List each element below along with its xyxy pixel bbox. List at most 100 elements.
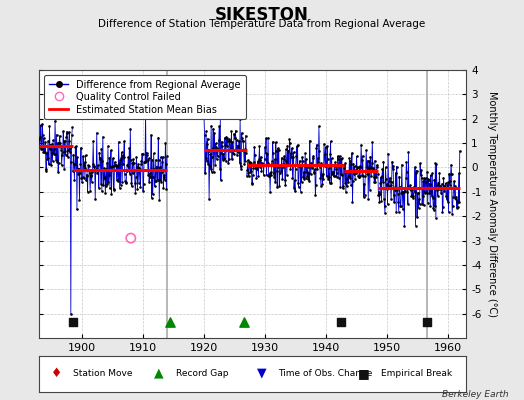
Text: ♦: ♦ [51, 367, 62, 380]
Point [380, 202, 389, 209]
Point [220, 155, 228, 161]
Text: Station Move: Station Move [73, 369, 133, 378]
Point [233, 152, 241, 158]
Point [379, 158, 388, 165]
Point [141, 108, 150, 115]
Point [367, 173, 376, 180]
Point [351, 163, 359, 170]
Point [216, 115, 224, 121]
Point [325, 180, 334, 186]
Point [162, 160, 170, 167]
Point [124, 162, 132, 169]
Point [43, 156, 52, 162]
Text: SIKESTON: SIKESTON [215, 6, 309, 24]
Point [447, 171, 456, 177]
Point [127, 157, 135, 164]
Point [88, 179, 96, 185]
Point [88, 169, 96, 176]
Point [155, 157, 163, 164]
Point [433, 186, 442, 193]
Point [159, 185, 168, 191]
Point [72, 167, 80, 174]
Point [254, 158, 262, 165]
Point [80, 175, 88, 181]
Point [348, 150, 356, 156]
Point [320, 141, 328, 147]
Point [91, 196, 100, 202]
Point [277, 162, 285, 168]
Point [252, 162, 260, 169]
Point [439, 204, 447, 210]
Point [374, 192, 383, 198]
Point [340, 165, 348, 171]
Point [36, 134, 45, 140]
Point [388, 158, 396, 165]
Point [385, 183, 393, 190]
Point [115, 160, 123, 166]
Point [152, 164, 161, 170]
Point [238, 138, 247, 144]
Point [376, 180, 385, 186]
Point [281, 182, 290, 188]
Point [240, 161, 248, 167]
Point [311, 166, 319, 172]
Point [122, 179, 130, 186]
Point [246, 169, 255, 175]
Point [90, 163, 99, 169]
Point [385, 175, 394, 181]
Point [53, 140, 62, 146]
Point [389, 162, 397, 169]
Point [231, 135, 239, 141]
Point [205, 163, 214, 169]
Point [405, 185, 413, 191]
Point [441, 180, 450, 186]
Point [248, 180, 257, 186]
Point [94, 162, 102, 168]
Point [128, 160, 137, 166]
Point [220, 156, 228, 162]
Point [235, 138, 243, 145]
Point [111, 159, 119, 165]
Point [210, 130, 219, 136]
Point [353, 165, 361, 171]
Point [130, 180, 139, 186]
Point [367, 164, 375, 170]
Point [259, 161, 267, 168]
Point [213, 146, 222, 152]
Point [144, 157, 152, 163]
Point [369, 165, 377, 171]
Point [202, 158, 211, 164]
Point [147, 132, 155, 138]
Point [440, 182, 448, 189]
Point [86, 173, 95, 180]
Point [372, 174, 380, 180]
Point [281, 176, 289, 183]
Point [63, 154, 72, 160]
Point [260, 156, 269, 162]
Point [121, 170, 129, 177]
Point [114, 178, 122, 184]
Point [115, 185, 124, 191]
Point [406, 182, 414, 188]
Point [149, 174, 157, 180]
Point [424, 176, 432, 183]
Text: Difference of Station Temperature Data from Regional Average: Difference of Station Temperature Data f… [99, 19, 425, 29]
Point [293, 142, 302, 148]
Point [247, 159, 256, 166]
Point [348, 199, 357, 206]
Point [108, 164, 116, 170]
Point [443, 182, 451, 188]
Point [112, 177, 121, 183]
Point [434, 193, 442, 199]
Point [255, 156, 263, 162]
Point [445, 178, 454, 185]
Point [297, 188, 305, 195]
Point [419, 178, 428, 184]
Point [397, 203, 405, 210]
Point [99, 182, 107, 188]
Point [445, 170, 453, 177]
Point [47, 162, 55, 168]
Point [228, 139, 237, 145]
Point [327, 180, 335, 186]
Point [86, 188, 94, 194]
